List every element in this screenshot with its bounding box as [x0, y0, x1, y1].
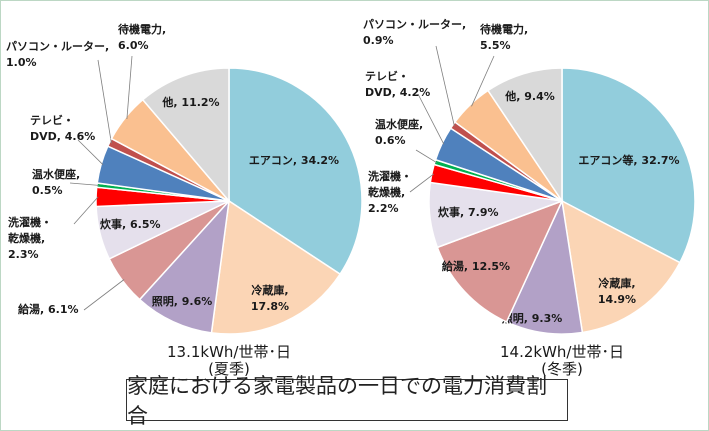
slice-label-炊事: 炊事, 7.9% [438, 205, 499, 219]
leader-line-パソコン-ルーター [435, 45, 455, 127]
chart-subtitle: (冬季) [541, 360, 583, 378]
leader-line-テレビ-DVD [77, 139, 104, 166]
leader-line-テレビ-DVD [417, 93, 445, 145]
slice-label-洗濯機-乾燥機: 洗濯機・乾燥機, 2.2% [368, 169, 412, 215]
slice-label-冷蔵庫: 冷蔵庫, 14.9% [598, 276, 636, 306]
chart-subtitle: (夏季) [208, 360, 250, 378]
slice-label-温水便座: 温水便座, 0.6% [375, 117, 423, 147]
pie-slice-照明 [505, 198, 584, 335]
slice-label-待機電力: 待機電力, 5.5% [479, 22, 528, 52]
leader-line-給湯 [83, 279, 125, 311]
slice-label-パソコン-ルーター: パソコン・ルーター, 1.0% [6, 40, 109, 69]
slice-label-給湯: 給湯, 6.1% [18, 302, 79, 316]
pie-slice-冷蔵庫 [561, 199, 681, 334]
leader-line-待機電力 [126, 55, 133, 120]
slice-label-パソコン-ルーター: パソコン・ルーター, 0.9% [363, 18, 466, 47]
slice-label-テレビ-DVD: テレビ・ DVD, 4.6% [30, 113, 95, 143]
leader-line-温水便座 [69, 182, 99, 186]
leader-line-待機電力 [471, 55, 495, 107]
slice-label-給湯: 給湯, 12.5% [442, 259, 510, 273]
slice-label-炊事: 炊事, 6.5% [100, 217, 161, 231]
pie-slice-エアコン等 [561, 67, 696, 264]
pie-slice-冷蔵庫 [210, 199, 342, 335]
chart-title: 13.1kWh/世帯･日 [167, 343, 291, 361]
slice-label-洗濯機-乾燥機: 洗濯機・乾燥機, 2.3% [8, 215, 52, 261]
slice-label-他: 他, 9.4% [504, 89, 555, 103]
slice-label-テレビ-DVD: テレビ・ DVD, 4.2% [365, 69, 430, 99]
slice-label-待機電力: 待機電力, 6.0% [117, 22, 166, 52]
pie-slice-他 [141, 67, 230, 204]
slice-label-冷蔵庫: 冷蔵庫, 17.8% [251, 283, 289, 313]
slice-label-エアコン等: エアコン等, 32.7% [578, 153, 679, 167]
slice-label-エアコン: エアコン, 34.2% [249, 154, 339, 167]
leader-line-温水便座 [415, 149, 437, 164]
leader-line-洗濯機-乾燥機 [409, 173, 435, 193]
figure-caption: 家庭における家電製品の一日での電力消費割合 [126, 374, 568, 428]
pie-slice-照明 [138, 198, 231, 334]
pie-slice-他 [486, 67, 563, 204]
pie-slice-給湯 [436, 199, 564, 323]
slice-label-照明: 照明, 9.3% [502, 312, 563, 325]
pie-chart-1: エアコン, 34.2% 冷蔵庫, 17.8% 照明, 9.6% 給湯, 6.1% 炊事, … [6, 22, 363, 378]
leader-line-パソコン-ルーター [97, 59, 112, 144]
slice-label-照明: 照明, 9.6% [152, 295, 213, 308]
leader-line-洗濯機-乾燥機 [73, 196, 99, 225]
slice-label-他: 他, 11.2% [161, 95, 219, 109]
pie-chart-2: エアコン等, 32.7% 冷蔵庫, 14.9% 照明, 9.3% 給湯, 12.5% 炊事… [363, 18, 696, 378]
chart-title: 14.2kWh/世帯･日 [500, 343, 624, 361]
slice-label-温水便座: 温水便座, 0.5% [32, 167, 80, 197]
